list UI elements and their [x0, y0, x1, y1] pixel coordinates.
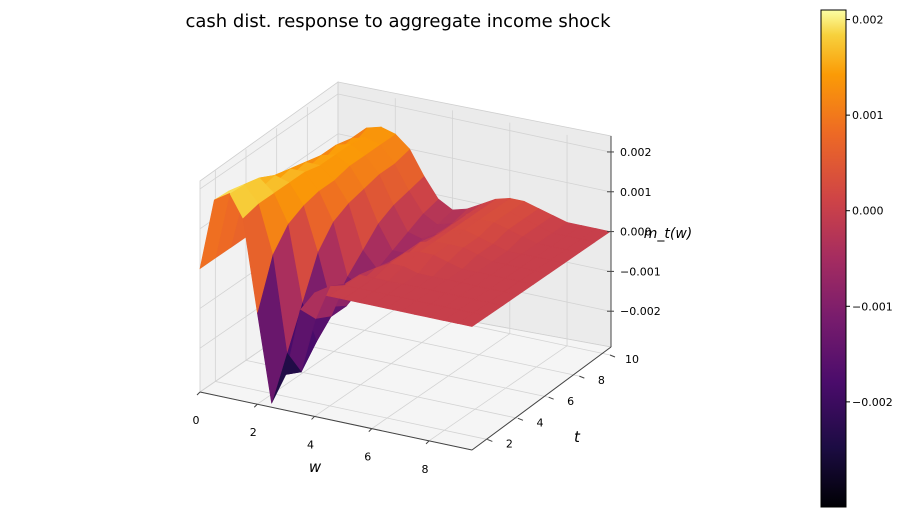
x-axis-line [199, 391, 473, 451]
z-axis-label: m_t(w) [644, 226, 693, 242]
colorbar-tick-label: 0.000 [852, 205, 884, 218]
y-tick-label: 6 [567, 395, 574, 408]
colorbar-tick-label: 0.001 [852, 109, 884, 122]
x-tick-mark [196, 391, 201, 396]
z-tick-label: 0.001 [620, 186, 652, 199]
side-gridline-z [199, 93, 339, 190]
y-tick-label: 2 [506, 437, 513, 450]
colorbar-tick-label: 0.002 [852, 14, 884, 27]
y-tick-mark [487, 438, 493, 442]
z-tick-label: 0.002 [620, 146, 652, 159]
y-tick-mark [517, 417, 524, 421]
x-tick-label: 0 [193, 414, 200, 427]
z-tick-label: −0.002 [620, 305, 661, 318]
z-tick-label: 0.000 [620, 226, 652, 239]
floor-gridline-t [276, 338, 549, 398]
x-tick-mark [368, 428, 373, 432]
x-tick-label: 6 [364, 451, 371, 464]
y-tick-mark [548, 396, 554, 400]
z-tick-label: −0.001 [620, 265, 661, 278]
x-ticks: 0 2 4 6 8 [193, 391, 430, 476]
x-axis-label: w [309, 458, 322, 476]
colorbar [820, 9, 847, 508]
floor-gridline-w [257, 308, 396, 405]
surface-plot [199, 126, 611, 404]
colorbar-tick-label: −0.002 [852, 396, 893, 409]
y-axis-line [471, 346, 612, 451]
y-ticks: 2 4 6 8 10 [487, 353, 639, 450]
x-tick-mark [253, 403, 258, 408]
x-tick-label: 8 [422, 463, 429, 476]
z-ticks: −0.002 −0.001 0.000 0.001 0.002 [607, 146, 661, 318]
y-tick-label: 4 [537, 416, 544, 429]
x-tick-label: 4 [307, 438, 314, 451]
colorbar-tick-label: −0.001 [852, 300, 893, 313]
y-tick-mark [579, 375, 585, 379]
y-tick-mark [609, 354, 616, 358]
x-tick-mark [425, 440, 430, 445]
x-tick-mark [311, 416, 315, 420]
floor-gridline-w [314, 321, 453, 417]
floor-gridline-w [428, 345, 568, 442]
colorbar-ticks: −0.002 −0.001 0.000 0.001 0.002 [846, 14, 893, 409]
floor-gridline-w [371, 333, 511, 429]
y-tick-label: 8 [598, 374, 605, 387]
y-tick-label: 10 [625, 353, 639, 366]
chart-title: cash dist. response to aggregate income … [185, 11, 611, 32]
y-axis-label: t [574, 428, 581, 446]
floor-gridline-t [307, 317, 580, 377]
back-gridline-z [337, 93, 611, 153]
floor-gridline-t [215, 381, 488, 440]
surface-patch [199, 192, 231, 270]
x-tick-label: 2 [250, 426, 257, 439]
